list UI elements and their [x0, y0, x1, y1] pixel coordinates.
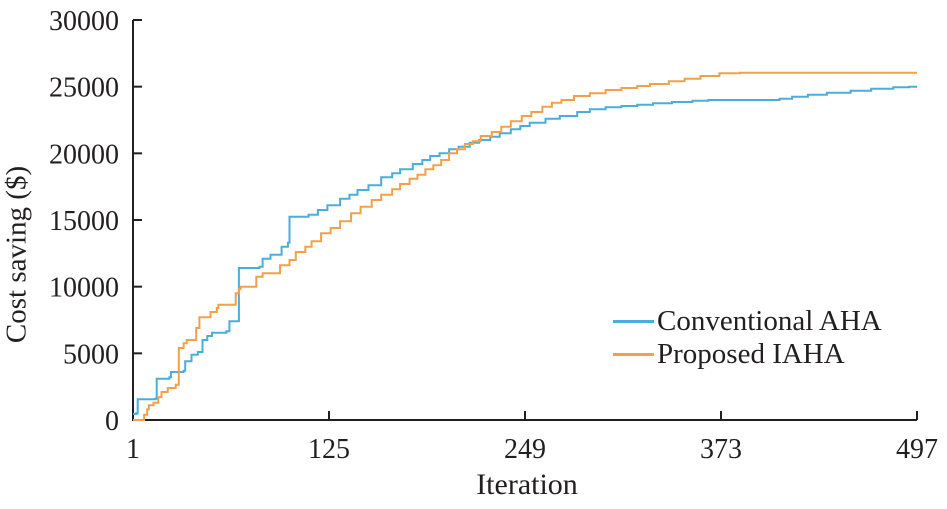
x-axis-label: Iteration	[476, 468, 578, 501]
legend-line-swatch-blue	[613, 320, 654, 323]
x-tick-label: 497	[896, 434, 938, 465]
series-line-proposed-iaha	[133, 71, 917, 421]
y-tick-label: 10000	[49, 273, 119, 304]
y-tick-label: 15000	[49, 206, 119, 237]
data-series	[133, 71, 917, 421]
axis-tick-labels: 0 5000 10000 15000 20000 25000 30000 1 125 249 373…	[49, 6, 938, 465]
y-axis-label: Cost saving ($)	[0, 165, 33, 344]
y-tick-label: 5000	[63, 339, 119, 370]
legend-line-swatch-orange	[613, 353, 654, 356]
y-tick-label: 0	[105, 406, 119, 437]
axis-ticks	[132, 19, 918, 421]
y-tick-label: 30000	[49, 6, 119, 37]
legend-item-conventional-aha: Conventional AHA	[613, 305, 882, 338]
y-tick-label: 25000	[49, 73, 119, 104]
legend-label: Proposed IAHA	[657, 338, 845, 370]
legend-label: Conventional AHA	[657, 305, 882, 337]
x-tick-label: 1	[126, 434, 140, 465]
x-tick-label: 249	[504, 434, 546, 465]
legend: Conventional AHA Proposed IAHA	[613, 305, 882, 371]
y-tick-label: 20000	[49, 139, 119, 170]
series-line-conventional-aha	[133, 85, 917, 415]
legend-item-proposed-iaha: Proposed IAHA	[613, 338, 882, 371]
x-tick-label: 125	[308, 434, 350, 465]
x-tick-label: 373	[700, 434, 742, 465]
